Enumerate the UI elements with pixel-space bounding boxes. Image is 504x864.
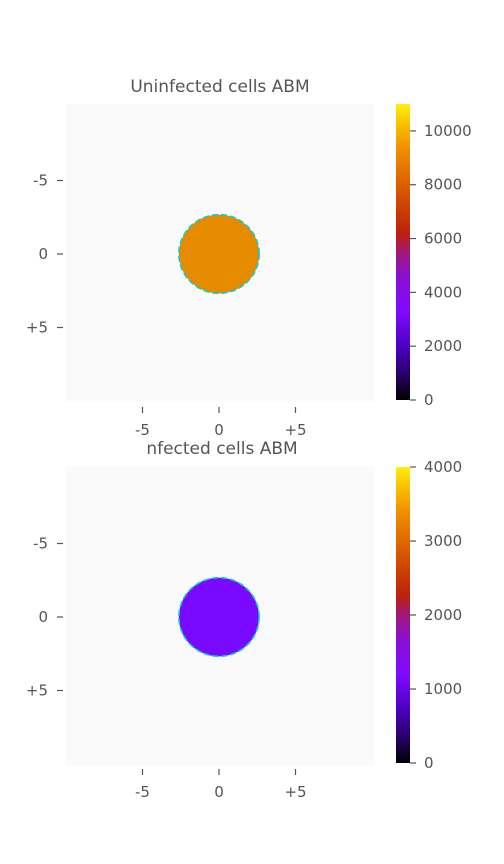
y-axis: -5 0 +5 <box>26 535 63 700</box>
panel-infected: nfected cells ABM -5 0 +5 -5 0 +5 0 1000 2000 3… <box>26 439 462 801</box>
colorbar-tick-label: 4000 <box>424 283 462 301</box>
y-tick-label: +5 <box>26 319 48 337</box>
disk-fill <box>178 214 260 294</box>
disk-fill <box>178 577 260 657</box>
x-tick-label: +5 <box>284 783 306 801</box>
plot-title: Uninfected cells ABM <box>130 77 309 97</box>
disk-outline <box>178 213 260 295</box>
colorbar-tick-label: 6000 <box>424 230 462 248</box>
colorbar-tick-label: 0 <box>424 754 434 772</box>
colorbar-tick-label: 10000 <box>424 122 472 140</box>
disk-group <box>178 213 260 295</box>
x-tick-label: -5 <box>135 421 150 439</box>
disk-outline <box>178 576 260 658</box>
colorbar-tick-label: 3000 <box>424 532 462 550</box>
y-axis: -5 0 +5 <box>26 172 63 337</box>
x-tick-label: -5 <box>135 783 150 801</box>
y-tick-label: -5 <box>33 535 48 553</box>
colorbar-tick-label: 0 <box>424 391 434 409</box>
x-axis: -5 0 +5 <box>135 407 307 439</box>
y-tick-label: -5 <box>33 172 48 190</box>
x-tick-label: 0 <box>214 421 224 439</box>
colorbar-axis: 0 1000 2000 3000 4000 <box>410 458 462 772</box>
disk-group <box>178 576 260 658</box>
x-tick-label: +5 <box>284 421 306 439</box>
colorbar-tick-label: 8000 <box>424 176 462 194</box>
colorbar-tick-label: 4000 <box>424 458 462 476</box>
colorbar-tick-label: 2000 <box>424 606 462 624</box>
colorbar <box>396 467 410 763</box>
colorbar-axis: 0 2000 4000 6000 8000 10000 <box>410 122 472 409</box>
colorbar-tick-label: 2000 <box>424 337 462 355</box>
colorbar-tick-label: 1000 <box>424 680 462 698</box>
plot-title: nfected cells ABM <box>146 439 297 459</box>
x-axis: -5 0 +5 <box>135 769 307 801</box>
panel-uninfected: Uninfected cells ABM -5 0 +5 -5 0 +5 0 2000 40… <box>26 77 472 439</box>
y-tick-label: 0 <box>38 608 48 626</box>
colorbar <box>396 104 410 400</box>
y-tick-label: 0 <box>38 245 48 263</box>
y-tick-label: +5 <box>26 682 48 700</box>
x-tick-label: 0 <box>214 783 224 801</box>
